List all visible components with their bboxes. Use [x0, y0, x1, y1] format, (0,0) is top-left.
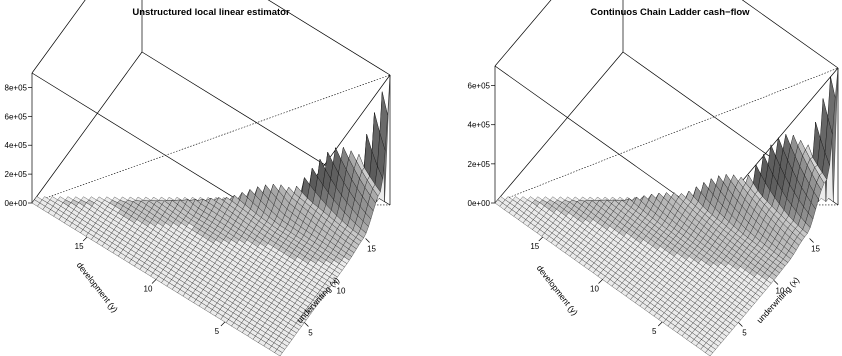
- x-tick-label: 15: [367, 245, 376, 254]
- x-tick-mark: [773, 280, 779, 285]
- z-tick-label: 4e+05: [468, 121, 491, 130]
- surface-facet: [609, 196, 618, 201]
- x-tick-mark: [304, 322, 309, 327]
- x-tick-label: 10: [337, 287, 346, 296]
- y-tick-label: 15: [75, 242, 84, 251]
- z-tick-label: 6e+05: [468, 82, 491, 91]
- surface-facet: [705, 349, 714, 356]
- y-tick-mark: [538, 236, 544, 242]
- box-edge: [494, 0, 552, 67]
- left-plot-title: Unstructured local linear estimator: [132, 7, 290, 18]
- hidden-box-edge: [494, 67, 839, 204]
- box-edge: [31, 51, 143, 204]
- x-tick-mark: [809, 238, 814, 243]
- y-tick-label: 10: [144, 285, 153, 294]
- y-tick-mark: [220, 321, 226, 327]
- right-axis-ticks: 0e+00 2e+05 4e+05 6e+05 5 10 15 5 10 15: [468, 82, 821, 338]
- right-surface-plot: Continuos Chain Ladder cash−flow 0e+00 2e…: [468, 0, 839, 356]
- y-tick-mark: [657, 321, 663, 327]
- z-tick-label: 2e+05: [5, 170, 28, 179]
- y-tick-label: 5: [215, 327, 220, 336]
- x-tick-mark: [365, 238, 370, 243]
- z-tick-label: 0e+00: [5, 199, 28, 208]
- box-edge: [494, 65, 711, 220]
- y-tick-label: 5: [652, 327, 657, 336]
- right-surface-mesh: [494, 67, 839, 356]
- left-surface-plot: Unstructured local linear estimator 0e+0…: [5, 0, 391, 356]
- x-tick-label: 5: [742, 328, 747, 337]
- left-surface-mesh: [31, 74, 391, 356]
- x-tick-label: 5: [308, 328, 313, 337]
- surface-facet: [166, 196, 175, 201]
- z-tick-label: 8e+05: [5, 83, 28, 92]
- box-edge: [31, 0, 86, 74]
- surface-facet: [274, 349, 283, 356]
- surface-facet: [586, 196, 596, 201]
- surface-facet: [594, 196, 603, 201]
- surface-facet: [158, 196, 168, 201]
- x-tick-label: 15: [811, 245, 820, 254]
- box-edge: [741, 0, 839, 69]
- y-tick-mark: [598, 279, 603, 284]
- y-tick-label: 15: [530, 242, 539, 251]
- left-ylabel: development (y): [75, 260, 121, 314]
- left-axis-ticks: 0e+00 2e+05 4e+05 6e+05 8e+05 5 10 15 5 10 15: [5, 83, 377, 337]
- y-tick-label: 10: [590, 285, 599, 294]
- z-tick-label: 6e+05: [5, 112, 28, 121]
- box-edge: [494, 51, 624, 204]
- right-plot-title: Continuos Chain Ladder cash−flow: [590, 7, 750, 18]
- right-ylabel: development (y): [535, 263, 581, 317]
- hidden-box-edge: [31, 74, 391, 204]
- surface-facet: [616, 196, 625, 201]
- x-tick-mark: [334, 280, 340, 285]
- surface-facet: [150, 196, 160, 201]
- surface-facet: [601, 196, 610, 201]
- x-tick-label: 10: [776, 287, 785, 296]
- y-tick-mark: [151, 279, 157, 284]
- z-tick-label: 0e+00: [468, 199, 491, 208]
- box-edge: [267, 0, 391, 76]
- z-tick-label: 2e+05: [468, 160, 491, 169]
- z-tick-label: 4e+05: [5, 141, 28, 150]
- x-tick-mark: [738, 322, 743, 327]
- y-tick-mark: [82, 236, 88, 242]
